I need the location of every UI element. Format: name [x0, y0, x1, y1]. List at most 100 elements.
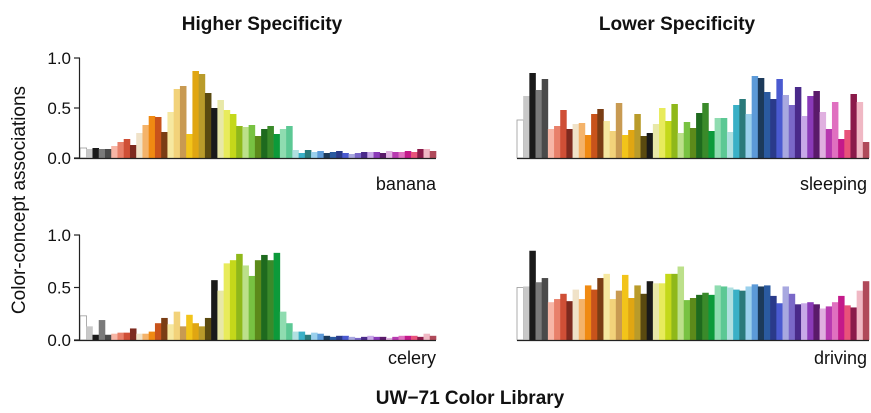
bar-sleeping-32	[708, 131, 715, 158]
bar-driving-37	[739, 290, 746, 340]
bar-sleeping-30	[696, 113, 703, 158]
bar-celery-12	[148, 331, 156, 340]
bar-banana-6	[111, 146, 118, 158]
bar-banana-38	[311, 152, 318, 158]
bar-driving-19	[628, 298, 635, 340]
bar-sleeping-15	[603, 121, 610, 158]
bar-celery-11	[142, 333, 150, 340]
bar-celery-43	[342, 335, 349, 340]
bar-banana-39	[317, 151, 324, 158]
bar-banana-15	[167, 112, 174, 158]
bar-driving-36	[733, 289, 740, 340]
bar-driving-39	[751, 284, 759, 340]
bar-celery-33	[279, 311, 287, 340]
bar-banana-4	[98, 149, 106, 158]
bar-driving-2	[523, 286, 530, 340]
bar-celery-5	[104, 334, 112, 340]
bar-celery-14	[161, 317, 168, 340]
bar-sleeping-42	[770, 99, 777, 158]
bar-banana-50	[386, 151, 393, 158]
bar-sleeping-43	[776, 79, 783, 158]
bar-driving-57	[862, 281, 870, 340]
bar-banana-19	[192, 71, 199, 158]
bar-sleeping-45	[788, 105, 796, 158]
bar-driving-16	[609, 299, 617, 340]
bar-driving-35	[726, 287, 734, 340]
bar-sleeping-56	[856, 102, 864, 158]
bar-banana-34	[286, 126, 293, 158]
bar-celery-13	[154, 323, 162, 340]
bar-banana-3	[92, 148, 100, 158]
bar-driving-55	[850, 307, 857, 340]
bar-sleeping-16	[609, 131, 617, 158]
bar-driving-44	[782, 286, 790, 340]
bar-banana-32	[273, 134, 281, 158]
bar-driving-41	[764, 285, 771, 340]
bar-banana-51	[392, 152, 399, 158]
bar-sleeping-57	[862, 142, 870, 158]
bar-driving-49	[813, 304, 820, 340]
bar-celery-51	[392, 336, 399, 340]
bar-driving-47	[801, 303, 808, 340]
bar-banana-5	[104, 149, 112, 158]
bar-sleeping-7	[554, 126, 561, 158]
bar-banana-2	[86, 149, 93, 158]
bar-driving-42	[770, 295, 777, 340]
bar-sleeping-12	[584, 135, 592, 158]
bar-banana-8	[123, 139, 131, 158]
bar-driving-7	[554, 299, 561, 340]
bar-driving-26	[671, 273, 678, 340]
bar-banana-28	[248, 125, 256, 158]
bar-celery-18	[186, 314, 193, 340]
bar-sleeping-38	[745, 114, 752, 158]
bar-banana-7	[117, 142, 125, 158]
bar-driving-56	[856, 290, 864, 340]
bar-banana-40	[323, 153, 331, 158]
bar-driving-14	[597, 278, 604, 340]
bar-driving-53	[838, 295, 845, 340]
bar-celery-28	[248, 275, 256, 340]
bar-celery-54	[411, 335, 418, 340]
bar-sleeping-17	[615, 103, 623, 158]
bar-sleeping-35	[726, 132, 734, 158]
bar-sleeping-34	[720, 118, 728, 158]
bar-banana-49	[379, 153, 387, 158]
bar-banana-21	[204, 93, 212, 158]
bar-banana-25	[229, 114, 237, 158]
bar-celery-25	[229, 260, 237, 340]
bar-celery-27	[242, 265, 249, 340]
bar-celery-38	[311, 332, 318, 340]
bar-driving-54	[844, 305, 851, 340]
bar-banana-1	[79, 147, 87, 159]
y-tick-label: 0.0	[47, 331, 71, 350]
bar-driving-28	[683, 300, 691, 340]
bar-banana-23	[217, 100, 224, 158]
bar-celery-39	[317, 333, 324, 340]
bar-celery-34	[286, 323, 293, 340]
bar-sleeping-51	[825, 129, 833, 158]
bar-banana-36	[298, 153, 306, 158]
bar-banana-31	[267, 126, 274, 158]
bar-banana-54	[411, 152, 418, 158]
bar-banana-10	[136, 133, 143, 158]
bar-driving-6	[547, 302, 555, 340]
bar-driving-13	[591, 289, 598, 340]
bar-sleeping-2	[523, 96, 530, 158]
y-axis-label: Color-concept associations	[9, 86, 30, 314]
bar-celery-21	[204, 317, 212, 340]
bar-driving-40	[757, 286, 765, 340]
concept-word-sleeping: sleeping	[800, 174, 867, 194]
bar-sleeping-18	[621, 135, 629, 158]
bar-banana-45	[354, 153, 362, 158]
bar-celery-48	[373, 336, 381, 340]
bar-sleeping-31	[702, 103, 709, 158]
bar-sleeping-23	[652, 124, 660, 158]
bar-celery-4	[98, 320, 106, 340]
bar-sleeping-44	[782, 95, 790, 158]
bar-sleeping-39	[751, 76, 759, 158]
bar-celery-2	[86, 326, 93, 340]
bar-celery-6	[111, 333, 118, 340]
bar-banana-53	[404, 151, 412, 158]
bar-banana-29	[254, 136, 262, 158]
